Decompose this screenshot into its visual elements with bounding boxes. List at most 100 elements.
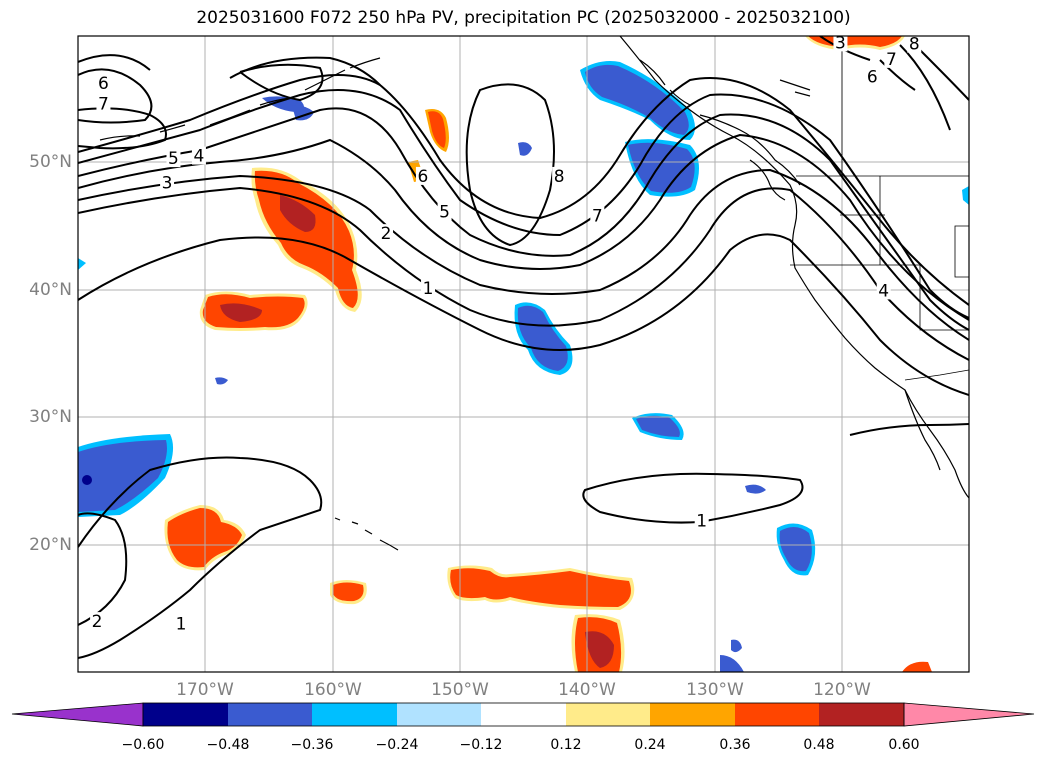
lon-label: 130°W	[686, 680, 744, 700]
coastline	[749, 159, 786, 201]
lat-label: 50°N	[29, 152, 72, 172]
pv-contour	[919, 49, 969, 101]
contour-label: 4	[878, 281, 889, 301]
coastline	[334, 517, 399, 551]
contour-label: 7	[98, 94, 109, 114]
precip-region	[78, 258, 86, 270]
pv-contour	[78, 107, 167, 150]
precip-region	[215, 377, 228, 385]
contour-label-background	[191, 146, 206, 165]
precip-region	[333, 582, 364, 602]
contour-label-background	[907, 34, 922, 53]
contour-label: 1	[176, 615, 187, 635]
contour-label: 1	[696, 512, 707, 532]
coastline	[779, 79, 811, 97]
colorbar-tick-label: −0.48	[206, 737, 250, 753]
coastline	[904, 389, 941, 471]
precip-region	[745, 484, 766, 494]
colorbar-tick-label: 0.12	[550, 737, 582, 753]
contour-label-background	[865, 67, 880, 86]
contour-label-background	[96, 94, 111, 113]
pv-contour	[78, 89, 969, 319]
border-line	[790, 264, 969, 331]
contour-label: 8	[909, 35, 920, 55]
colorbar-tick-label: 0.24	[634, 737, 666, 753]
contour-label-background	[884, 49, 899, 68]
pv-contour	[78, 54, 151, 71]
contour-label-background	[833, 33, 848, 52]
precip-region	[962, 186, 969, 205]
contour-label-background	[415, 166, 430, 185]
pv-contour	[78, 456, 323, 659]
contour-label: 7	[886, 50, 897, 70]
precip-region	[220, 303, 262, 322]
pv-contour	[78, 186, 969, 361]
precip-region	[636, 415, 680, 437]
colorbar-tick-label: 0.60	[888, 737, 920, 753]
pv-contour	[879, 59, 916, 91]
colorbar-tick-label: 0.36	[719, 737, 751, 753]
colorbar-segment	[143, 703, 228, 726]
precip-region	[779, 526, 812, 572]
contour-label-background	[590, 206, 605, 225]
precip-region	[450, 568, 631, 607]
border-line	[904, 369, 969, 381]
precip-region	[82, 475, 92, 485]
precip-region	[585, 631, 614, 668]
colorbar-tick-label: −0.12	[459, 737, 503, 753]
contour-label: 3	[835, 33, 846, 53]
contour-label-background	[96, 74, 111, 93]
precip-region	[585, 64, 689, 135]
contour-label-background	[552, 166, 567, 185]
lon-label: 140°W	[558, 680, 616, 700]
contour-label: 2	[92, 612, 103, 632]
precip-region	[518, 142, 532, 156]
contour-label: 8	[554, 167, 565, 187]
pv-contour	[78, 107, 969, 331]
colorbar-segment	[566, 703, 650, 726]
pv-contour	[899, 44, 951, 131]
contour-label: 7	[592, 206, 603, 226]
contour-label: 6	[418, 167, 429, 187]
contour-label-background	[421, 278, 436, 297]
colorbar-extend-right	[903, 702, 1035, 727]
contour-label: 1	[423, 279, 434, 299]
precip-region	[902, 661, 932, 672]
lon-label: 160°W	[304, 680, 362, 700]
pv-contour	[239, 63, 324, 102]
pv-contour	[78, 74, 969, 306]
contour-label-background	[160, 173, 175, 192]
precip-region	[428, 111, 446, 148]
colorbar-tick-label: −0.36	[290, 737, 334, 753]
contour-label: 6	[867, 68, 878, 88]
pv-contour	[78, 68, 153, 124]
lon-label: 150°W	[431, 680, 489, 700]
lat-label: 20°N	[29, 535, 72, 555]
contour-label-background	[90, 612, 105, 631]
contour-label: 2	[381, 224, 392, 244]
contour-label: 6	[98, 74, 109, 94]
colorbar-segment	[228, 703, 312, 726]
pv-contour	[78, 168, 969, 341]
precip-region	[731, 639, 742, 653]
colorbar-tick-label: −0.24	[375, 737, 419, 753]
colorbar-segment	[650, 703, 735, 726]
contour-label: 3	[162, 173, 173, 193]
colorbar-extend-left	[11, 702, 144, 727]
colorbar-segment	[312, 703, 397, 726]
political-borders	[790, 36, 969, 381]
pv-contours	[78, 36, 969, 659]
precip-region	[720, 655, 744, 672]
lat-label: 30°N	[29, 407, 72, 427]
contour-label: 4	[194, 147, 205, 167]
colorbar-tick-label: −0.60	[121, 737, 165, 753]
contour-label-background	[379, 224, 394, 243]
lon-label: 170°W	[176, 680, 234, 700]
colorbar-segment	[819, 703, 904, 726]
precip-region	[78, 440, 167, 512]
contour-label-background	[174, 614, 189, 633]
pv-contour	[78, 512, 128, 626]
colorbar-segment	[735, 703, 819, 726]
coastline	[699, 114, 801, 186]
precip-region	[280, 195, 316, 232]
